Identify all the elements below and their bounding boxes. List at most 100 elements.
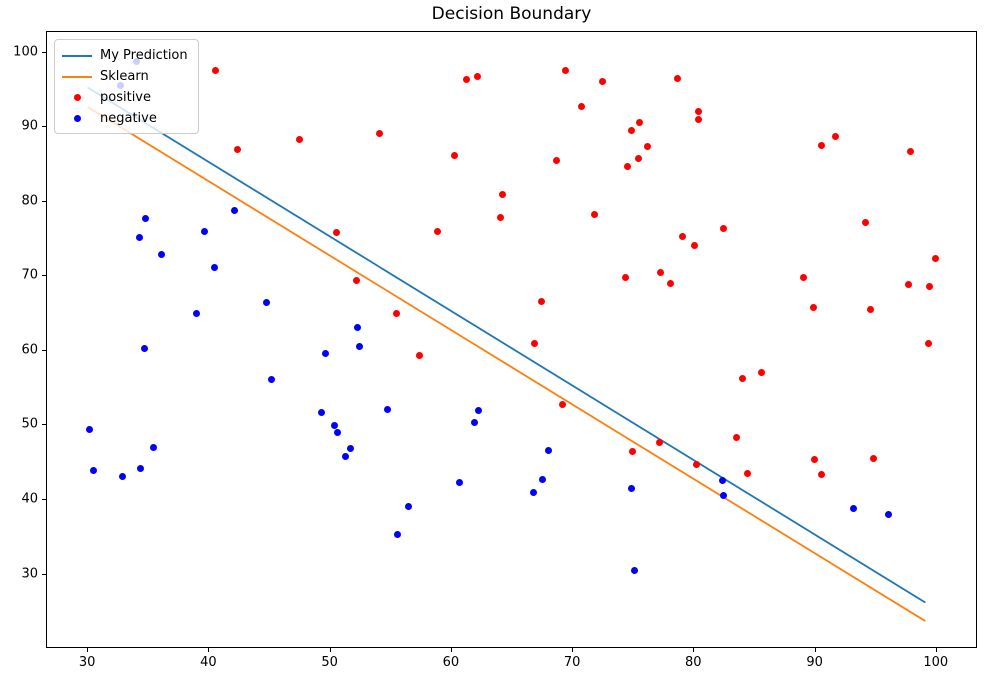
scatter-point-positive [866, 305, 874, 313]
scatter-point-positive [744, 470, 752, 478]
scatter-point-positive [924, 340, 932, 347]
legend-label-negative: negative [100, 111, 157, 126]
scatter-point-positive [818, 141, 826, 149]
legend-item-my-prediction: My Prediction [62, 45, 188, 66]
y-tick-label: 100 [13, 44, 38, 60]
scatter-point-negative [341, 453, 349, 461]
scatter-point-negative [85, 425, 93, 433]
y-tick-label: 90 [21, 118, 38, 134]
y-tick-mark [42, 200, 46, 202]
scatter-point-negative [539, 475, 547, 483]
scatter-point-positive [627, 126, 635, 134]
scatter-point-negative [262, 299, 270, 306]
y-tick-mark [42, 275, 46, 277]
scatter-point-negative [718, 477, 726, 485]
scatter-point-negative [118, 472, 126, 480]
y-tick-label: 30 [21, 566, 38, 581]
scatter-point-negative [267, 375, 275, 383]
scatter-point-positive [666, 280, 674, 288]
x-tick-mark [572, 648, 574, 652]
my-prediction-line-sample-wrap [62, 54, 92, 57]
x-tick-mark [814, 648, 816, 652]
x-tick-label: 40 [200, 655, 217, 670]
scatter-point-positive [818, 471, 826, 479]
scatter-point-negative [719, 492, 727, 499]
scatter-point-negative [404, 503, 412, 511]
scatter-point-negative [141, 214, 149, 222]
x-tick-label: 80 [685, 655, 702, 670]
scatter-point-negative [346, 445, 354, 452]
line-my-prediction [87, 87, 926, 603]
scatter-point-positive [629, 448, 636, 455]
y-tick-mark [42, 349, 46, 351]
scatter-point-positive [295, 135, 303, 143]
scatter-point-negative [471, 419, 479, 426]
scatter-point-positive [562, 66, 570, 74]
positive-marker-sample-wrap [62, 94, 92, 101]
chart-title: Decision Boundary [431, 4, 592, 24]
decision-boundary-lines [87, 87, 926, 622]
negative-marker-sample-wrap [62, 115, 92, 122]
scatter-point-positive [694, 108, 702, 116]
scatter-point-positive [643, 143, 651, 151]
x-tick-mark [329, 648, 331, 652]
line-sklearn [87, 106, 926, 622]
legend-label-sklearn: Sklearn [100, 69, 149, 84]
scatter-point-positive [694, 116, 702, 124]
scatter-point-positive [635, 155, 643, 163]
plot-area: My Prediction Sklearn positive negative [46, 31, 977, 648]
scatter-point-positive [392, 310, 400, 318]
scatter-point-negative [322, 349, 330, 357]
scatter-point-positive [810, 455, 818, 463]
y-tick-mark [42, 573, 46, 575]
scatter-point-negative [849, 505, 857, 513]
scatter-point-positive [499, 190, 507, 198]
legend-item-positive: positive [62, 87, 188, 108]
scatter-point-positive [861, 219, 869, 227]
scatter-point-negative [192, 310, 200, 318]
x-tick-label: 30 [78, 655, 96, 670]
y-tick-label: 50 [21, 416, 38, 432]
scatter-point-negative [231, 207, 239, 215]
scatter-point-positive [621, 273, 629, 281]
scatter-point-positive [375, 129, 383, 137]
scatter-point-negative [884, 510, 892, 518]
x-tick-mark [450, 648, 452, 652]
scatter-point-positive [352, 277, 360, 285]
scatter-point-positive [655, 439, 663, 447]
scatter-point-positive [462, 76, 470, 84]
scatter-point-positive [530, 340, 538, 347]
legend-label-positive: positive [100, 90, 151, 105]
scatter-point-positive [450, 151, 458, 159]
scatter-point-negative [627, 485, 635, 493]
legend-label-my-prediction: My Prediction [100, 48, 188, 63]
sklearn-line-sample-wrap [62, 75, 92, 78]
scatter-point-positive [678, 233, 686, 241]
legend-item-sklearn: Sklearn [62, 66, 188, 87]
y-tick-mark [42, 51, 46, 53]
y-tick-label: 60 [21, 342, 38, 358]
scatter-point-negative [356, 343, 364, 350]
scatter-point-positive [932, 255, 940, 262]
x-tick-label: 60 [442, 655, 460, 670]
scatter-point-negative [157, 250, 165, 258]
y-tick-label: 40 [21, 491, 38, 507]
scatter-point-positive [538, 298, 546, 306]
scatter-point-positive [809, 304, 817, 312]
scatter-point-positive [333, 229, 341, 236]
scatter-point-positive [433, 228, 441, 236]
scatter-point-negative [136, 465, 144, 473]
scatter-point-positive [739, 375, 747, 382]
x-tick-mark [935, 648, 937, 652]
marker-sample-icon [73, 115, 81, 122]
scatter-point-negative [334, 429, 342, 437]
scatter-point-positive [212, 67, 219, 75]
scatter-point-positive [673, 74, 681, 82]
scatter-point-positive [558, 401, 566, 409]
line-sample-icon [62, 54, 92, 57]
scatter-point-positive [415, 351, 423, 359]
scatter-point-negative [150, 444, 158, 452]
y-tick-label: 70 [21, 267, 38, 283]
x-tick-mark [208, 648, 210, 652]
